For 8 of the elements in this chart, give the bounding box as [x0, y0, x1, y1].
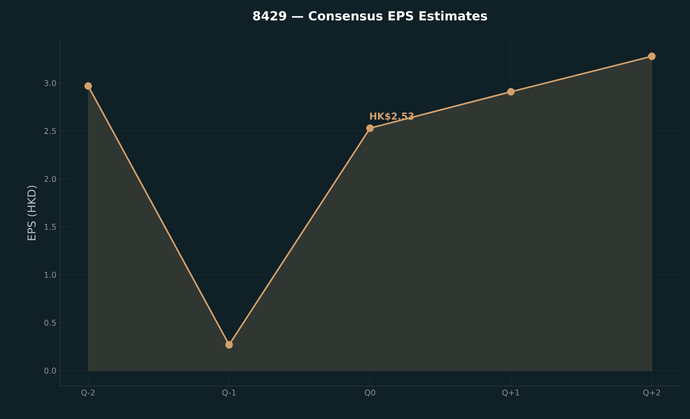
point	[507, 88, 515, 96]
point	[366, 124, 374, 132]
point	[84, 82, 92, 90]
annotation: HK$2.53	[370, 112, 414, 121]
chart-title: 8429 — Consensus EPS Estimates	[253, 10, 488, 20]
point	[225, 340, 233, 349]
y-axis-title: EPS (HKD)	[27, 186, 37, 240]
point	[648, 52, 656, 60]
